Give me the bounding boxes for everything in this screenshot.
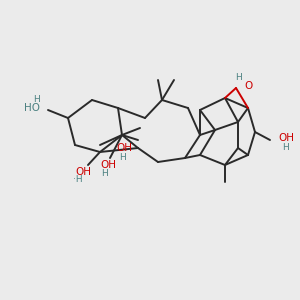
Text: ·H: ·H — [73, 176, 83, 184]
Text: H: H — [102, 169, 108, 178]
Text: OH: OH — [116, 143, 132, 153]
Text: H: H — [282, 143, 289, 152]
Text: OH: OH — [278, 133, 294, 143]
Text: OH: OH — [75, 167, 91, 177]
Text: H: H — [119, 152, 126, 161]
Text: OH: OH — [100, 160, 116, 170]
Text: H: H — [33, 95, 40, 104]
Text: H: H — [235, 74, 242, 82]
Text: HO: HO — [24, 103, 40, 113]
Text: O: O — [244, 81, 252, 91]
